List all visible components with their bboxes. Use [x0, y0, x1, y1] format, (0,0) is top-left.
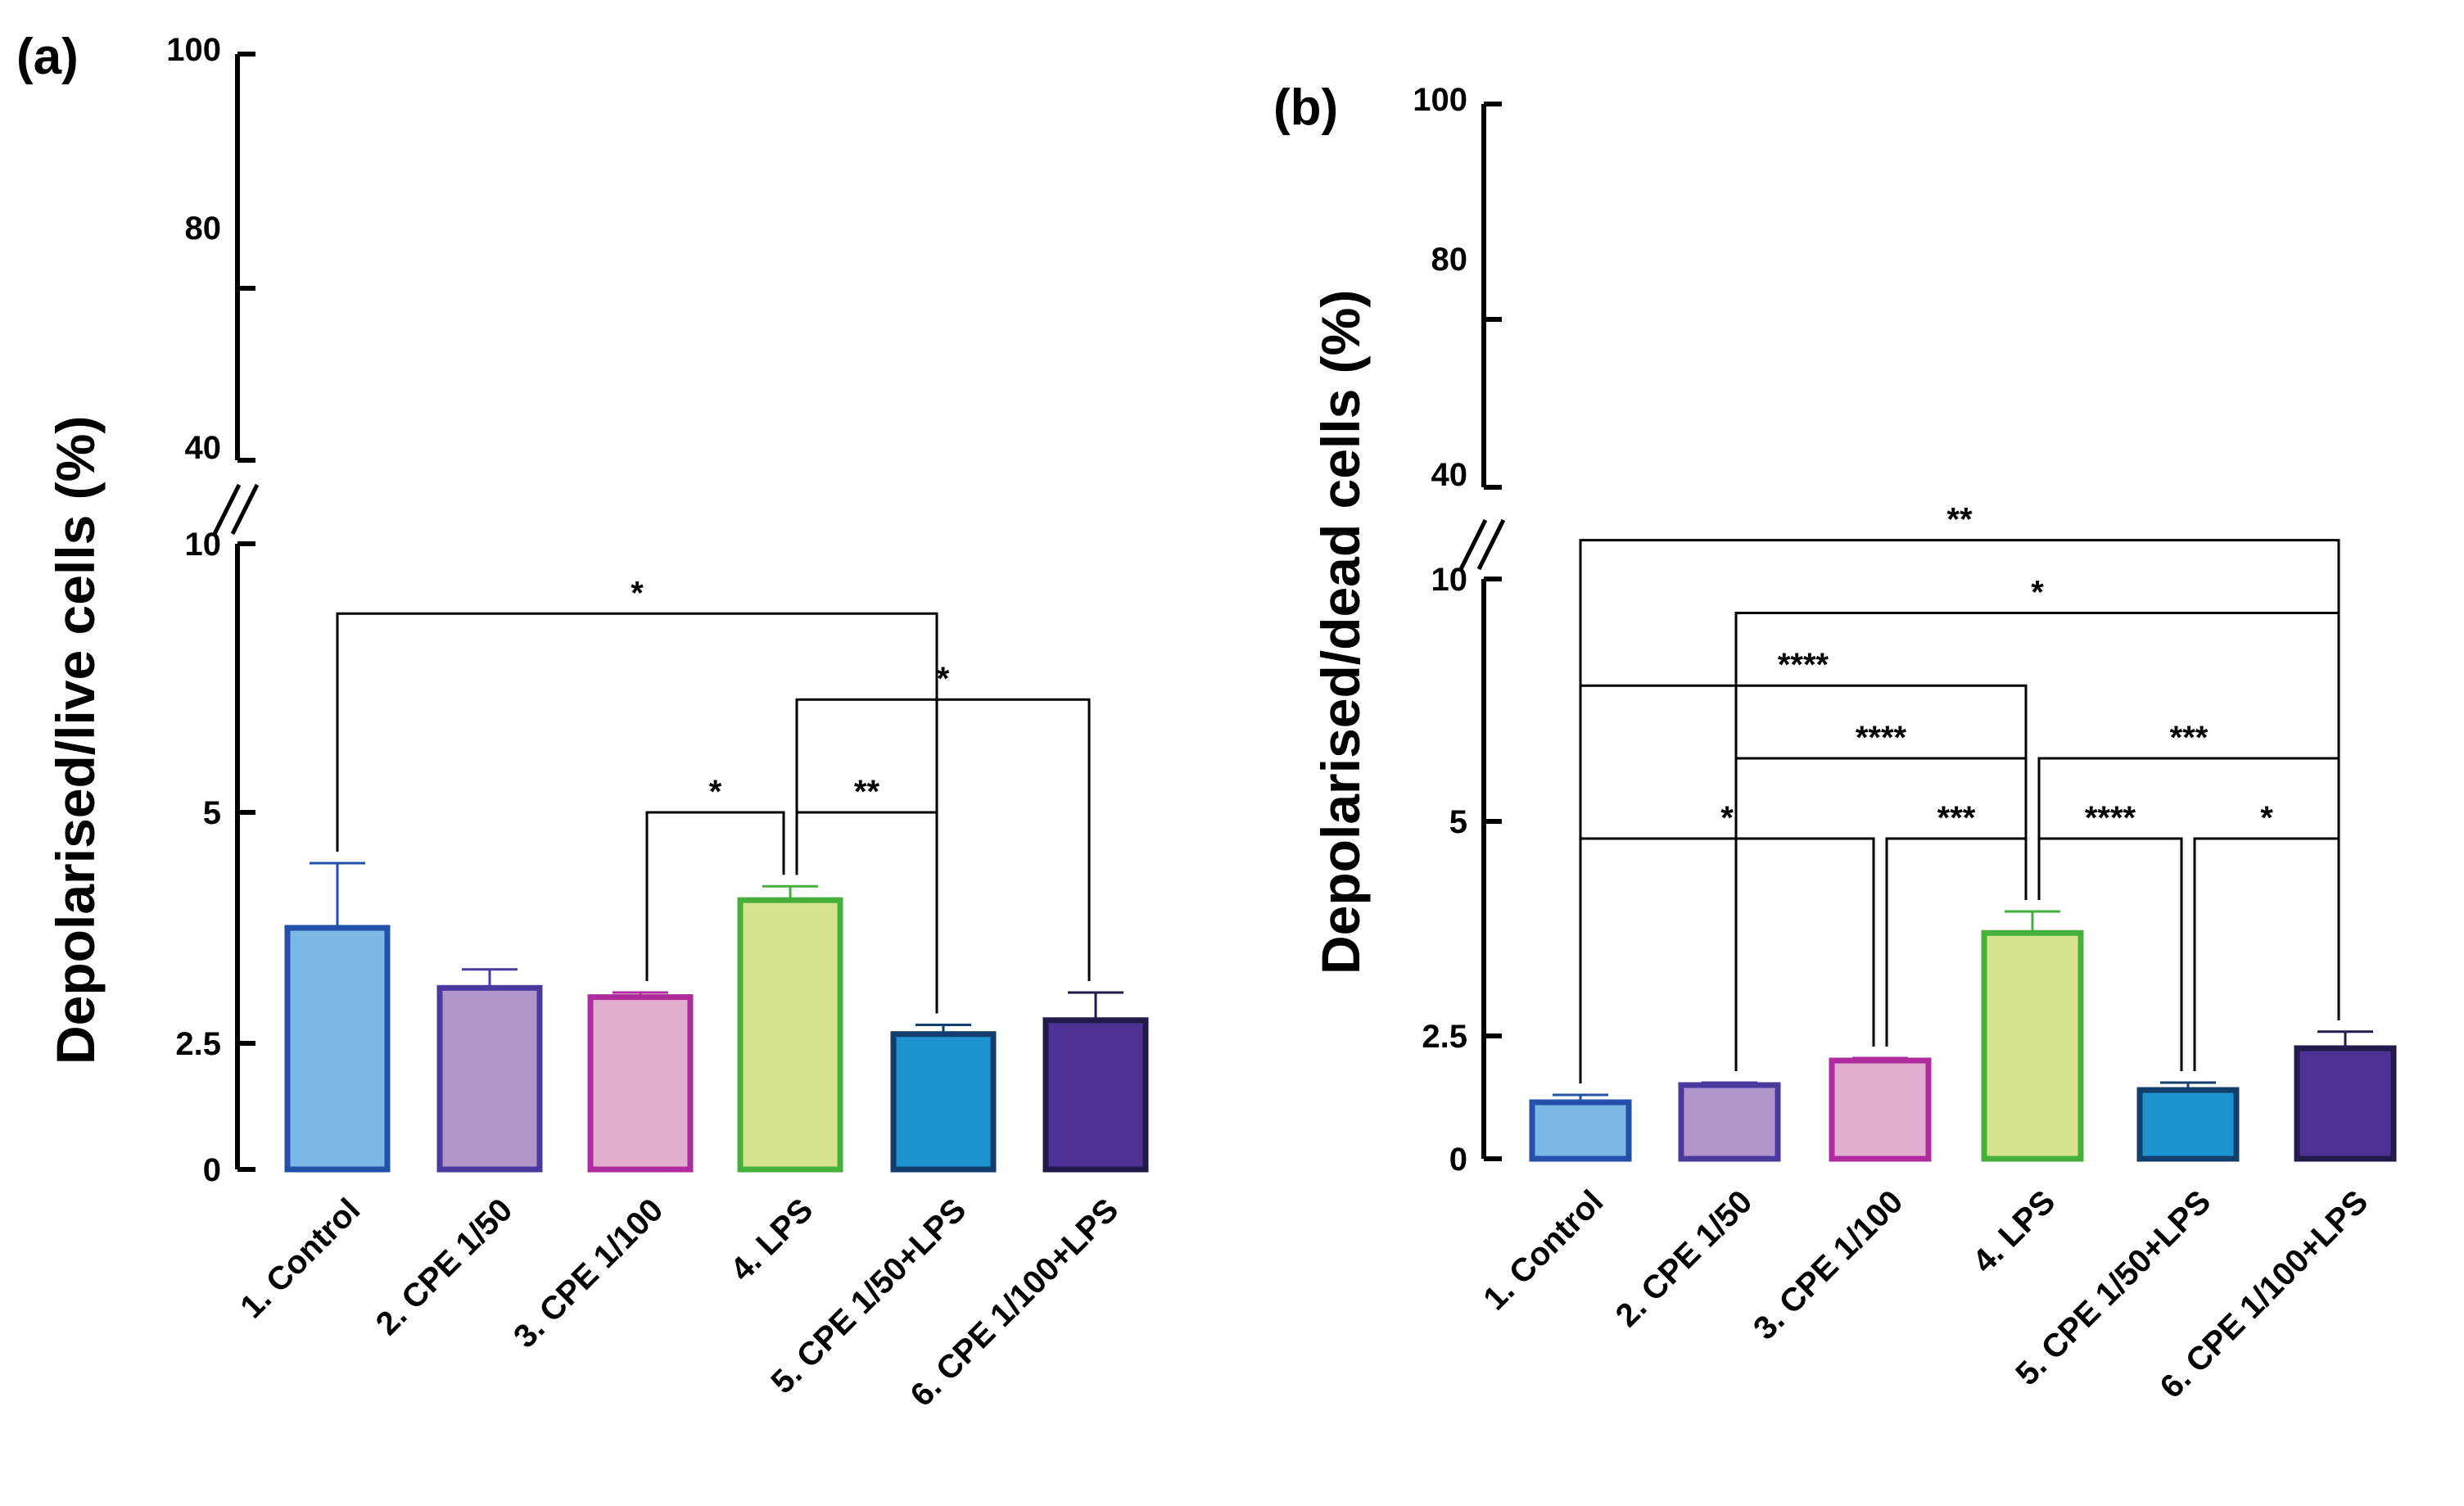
- bar: [587, 994, 694, 1173]
- x-tick-label: 4. LPS: [1966, 1183, 2063, 1280]
- y-tick-label: 80: [185, 210, 222, 246]
- axis-break-mark: [212, 483, 242, 536]
- significance-bracket: [2037, 757, 2340, 1020]
- significance-label: **: [1946, 502, 1973, 538]
- y-tick-label: 100: [1413, 82, 1467, 118]
- significance-label: **: [854, 774, 880, 810]
- bar: [2294, 1045, 2397, 1162]
- significance-bracket: [1885, 837, 2028, 1047]
- y-tick-label: 40: [185, 430, 222, 466]
- chart-panel-1: (a) Depolarised/live cells (%) 0 2.5 5 10 40 80…: [16, 29, 1149, 1413]
- x-tick-label: 2. CPE 1/50: [1609, 1183, 1760, 1334]
- significance-label: *: [937, 661, 950, 697]
- y-tick-label: 0: [203, 1152, 221, 1188]
- significance-bracket: [1579, 837, 1875, 1083]
- significance-label: ****: [2085, 800, 2136, 836]
- bar: [1042, 1017, 1149, 1173]
- significance-label: *: [2260, 800, 2273, 836]
- axis-break-mark: [1476, 518, 1506, 571]
- y-tick-label: 80: [1431, 242, 1468, 278]
- significance-bracket: [2037, 837, 2183, 1071]
- significance-label: *: [1720, 800, 1734, 836]
- y-tick-label: 40: [1431, 457, 1468, 493]
- significance-bracket: [795, 811, 938, 1014]
- significance-label: ***: [1937, 800, 1976, 836]
- bar: [737, 897, 843, 1173]
- panel-label: (a): [16, 29, 79, 85]
- y-tick-label: 5: [203, 795, 221, 831]
- significance-bracket: [2193, 837, 2340, 1071]
- bar: [436, 984, 543, 1173]
- significance-bracket: [795, 698, 1091, 981]
- y-tick-label: 0: [1449, 1142, 1467, 1178]
- y-axis-label: Depolarised/live cells (%): [45, 416, 106, 1065]
- y-tick-label: 2.5: [1422, 1019, 1467, 1055]
- x-tick-label: 1. Control: [1476, 1183, 1610, 1317]
- chart-panel-2: (b) Depolarised/dead cells (%) 0 2.5 5 10 40 80…: [1273, 79, 2397, 1405]
- significance-bracket: [1734, 757, 2028, 1071]
- y-tick-label: 2.5: [175, 1026, 221, 1062]
- bar: [284, 925, 391, 1173]
- bar: [1529, 1099, 1632, 1162]
- axis-break-mark: [1458, 518, 1488, 571]
- bar: [890, 1031, 997, 1173]
- significance-label: *: [2031, 574, 2044, 610]
- y-tick-label: 10: [1431, 562, 1468, 598]
- axis-break-mark: [230, 483, 260, 536]
- bar: [1829, 1057, 1932, 1162]
- significance-bracket: [1579, 684, 2028, 1083]
- x-tick-label: 3. CPE 1/100: [1747, 1183, 1910, 1346]
- significance-label: *: [709, 774, 722, 810]
- significance-label: ****: [1856, 720, 1907, 756]
- significance-label: ***: [2170, 720, 2209, 756]
- significance-bracket: [645, 811, 785, 981]
- x-tick-label: 2. CPE 1/50: [369, 1192, 520, 1342]
- x-tick-label: 1. Control: [233, 1192, 367, 1325]
- y-tick-label: 5: [1449, 804, 1467, 840]
- bar: [1678, 1082, 1781, 1162]
- bar: [2136, 1087, 2240, 1162]
- y-tick-label: 100: [166, 32, 221, 68]
- x-tick-label: 4. LPS: [724, 1192, 821, 1288]
- significance-label: ****: [1778, 647, 1829, 683]
- y-axis-label: Depolarised/dead cells (%): [1310, 290, 1371, 975]
- x-tick-label: 3. CPE 1/100: [507, 1192, 670, 1354]
- y-tick-label: 10: [185, 527, 222, 563]
- significance-label: *: [631, 575, 644, 611]
- bar: [1981, 929, 2084, 1162]
- panel-label: (b): [1273, 79, 1338, 136]
